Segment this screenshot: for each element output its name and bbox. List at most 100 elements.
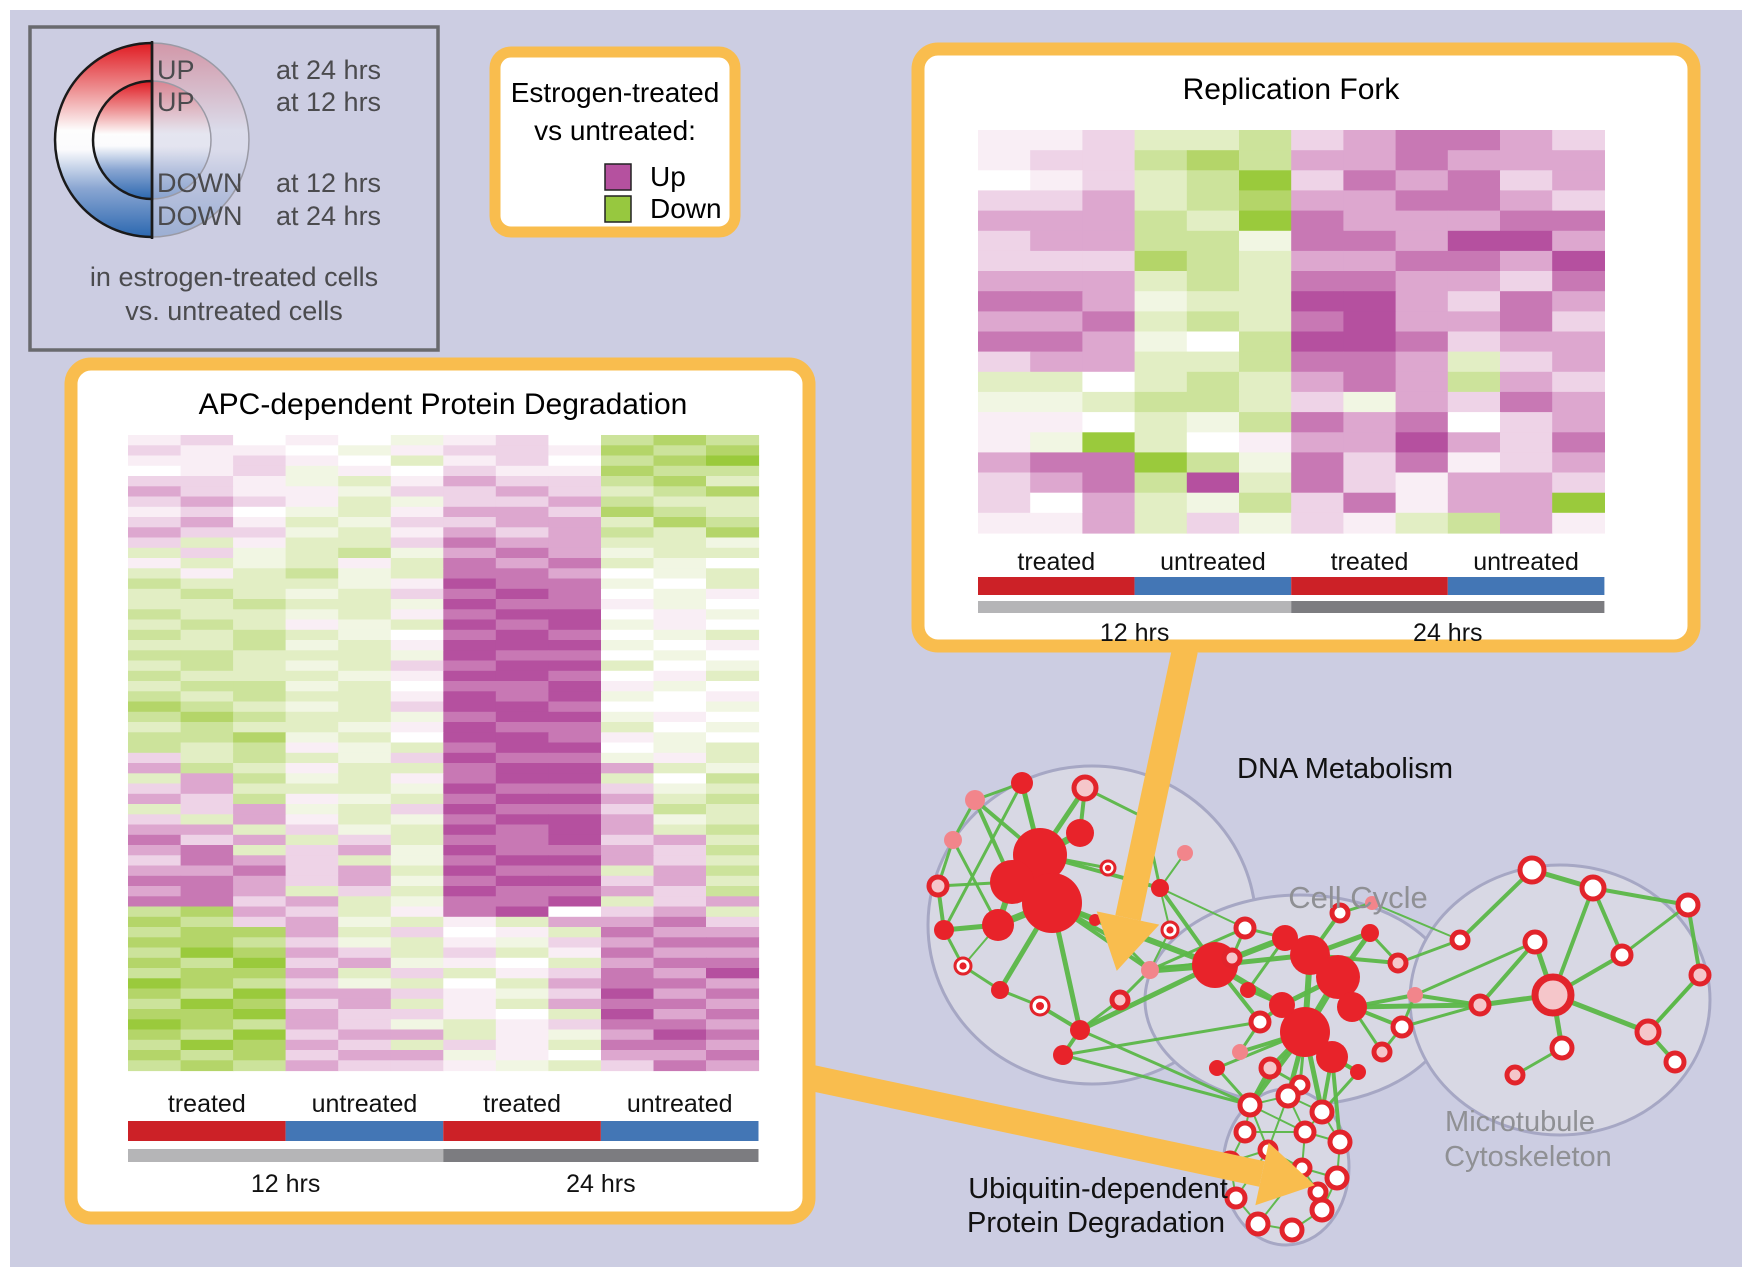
network-node-core <box>1035 1001 1045 1011</box>
heatmap-cell <box>653 752 707 764</box>
heatmap-cell <box>706 435 760 446</box>
updown-title-line1: Estrogen-treated <box>511 77 720 108</box>
network-node <box>1468 993 1492 1017</box>
heatmap-cell <box>285 814 339 826</box>
heatmap-cell <box>601 783 655 795</box>
network-node <box>1089 914 1101 926</box>
heatmap-cell <box>443 896 497 908</box>
ring-time-label: at 24 hrs <box>276 201 381 231</box>
heatmap-cell <box>601 1029 655 1041</box>
heatmap-cell <box>338 916 392 928</box>
heatmap-cell <box>390 681 444 692</box>
heatmap-cell <box>390 732 444 744</box>
heatmap-cell <box>978 230 1031 252</box>
network-node <box>965 790 985 810</box>
network-edge <box>1413 940 1537 997</box>
heatmap-cell <box>443 588 497 600</box>
heatmap-cell <box>548 763 602 774</box>
heatmap-cell <box>1291 512 1344 534</box>
heatmap-cell <box>495 865 549 877</box>
heatmap-cell <box>601 558 655 569</box>
heatmap-cell <box>495 629 549 641</box>
heatmap-cell <box>285 886 339 897</box>
heatmap-cell <box>443 496 497 508</box>
heatmap-cell <box>338 1019 392 1031</box>
heatmap-cell <box>443 886 497 897</box>
heatmap-cell <box>1239 432 1292 454</box>
heatmap-cell <box>443 875 497 887</box>
heatmap-cell <box>180 578 234 590</box>
heatmap-cell <box>1395 472 1449 494</box>
heatmap-cell <box>233 865 287 877</box>
heatmap-cell <box>233 732 287 744</box>
heatmap-cell <box>390 865 444 877</box>
heatmap-cell <box>706 988 760 1000</box>
heatmap-cell <box>978 130 1031 151</box>
network-node <box>1309 1197 1335 1223</box>
heatmap-cell <box>338 968 392 979</box>
heatmap-cell <box>180 1029 234 1041</box>
heatmap-cell <box>390 558 444 569</box>
network-node <box>1371 1041 1393 1063</box>
heatmap-cell <box>443 681 497 692</box>
heatmap-cell <box>495 988 549 1000</box>
heatmap-cell <box>1395 291 1449 312</box>
heatmap-cell <box>1395 271 1449 292</box>
heatmap-cell <box>443 476 497 487</box>
heatmap-cell <box>285 609 339 621</box>
heatmap-cell <box>285 834 339 846</box>
heatmap-cell <box>1552 170 1605 192</box>
heatmap-cell <box>495 1050 549 1061</box>
heatmap-cell <box>443 517 497 528</box>
heatmap-cell <box>128 968 182 979</box>
heatmap-cell <box>338 547 392 559</box>
condition-bar <box>1447 577 1605 595</box>
heatmap-cell <box>233 855 287 867</box>
heatmap-cell <box>443 455 497 467</box>
heatmap-cell <box>285 742 339 754</box>
heatmap-cell <box>128 578 182 590</box>
heatmap-cell <box>443 445 497 457</box>
heatmap-cell <box>601 947 655 959</box>
ring-time-label: at 12 hrs <box>276 87 381 117</box>
heatmap-cell <box>601 547 655 559</box>
heatmap-cell <box>978 210 1031 232</box>
heatmap-cell <box>233 619 287 631</box>
heatmap-cell <box>233 896 287 908</box>
heatmap-cell <box>601 927 655 938</box>
heatmap-cell <box>706 599 760 610</box>
heatmap-cell <box>285 445 339 457</box>
heatmap-cell <box>338 752 392 764</box>
heatmap-cell <box>495 558 549 569</box>
heatmap-cell <box>1134 250 1188 272</box>
heatmap-cell <box>1343 311 1397 333</box>
heatmap-cell <box>601 845 655 856</box>
heatmap-cell <box>1239 170 1292 192</box>
heatmap-cell <box>1291 452 1344 474</box>
heatmap-cell <box>1030 230 1083 252</box>
heatmap-cell <box>390 896 444 908</box>
heatmap-cell <box>390 619 444 631</box>
heatmap-cell <box>338 527 392 539</box>
heatmap-cell <box>233 506 287 518</box>
heatmap-cell <box>653 1060 707 1072</box>
heatmap-cell <box>601 650 655 662</box>
heatmap-cell <box>1343 250 1397 272</box>
heatmap-cell <box>1343 371 1397 393</box>
heatmap-cell <box>1239 291 1292 312</box>
heatmap-cell <box>128 650 182 662</box>
heatmap-cell <box>548 476 602 487</box>
heatmap-cell <box>285 732 339 744</box>
replication-fork-annotation-bars: treated untreated treated untreated 12 hrs 24… <box>978 548 1605 647</box>
heatmap-cell <box>180 937 234 949</box>
heatmap-cell <box>1186 412 1240 433</box>
heatmap-cell <box>1343 412 1397 433</box>
heatmap-cell <box>1395 250 1449 272</box>
heatmap-cell <box>390 486 444 498</box>
heatmap-cell <box>601 1009 655 1020</box>
heatmap-cell <box>495 445 549 457</box>
heatmap-cell <box>390 496 444 508</box>
heatmap-cell <box>548 978 602 990</box>
network-node <box>982 909 1014 941</box>
heatmap-cell <box>1500 130 1553 151</box>
